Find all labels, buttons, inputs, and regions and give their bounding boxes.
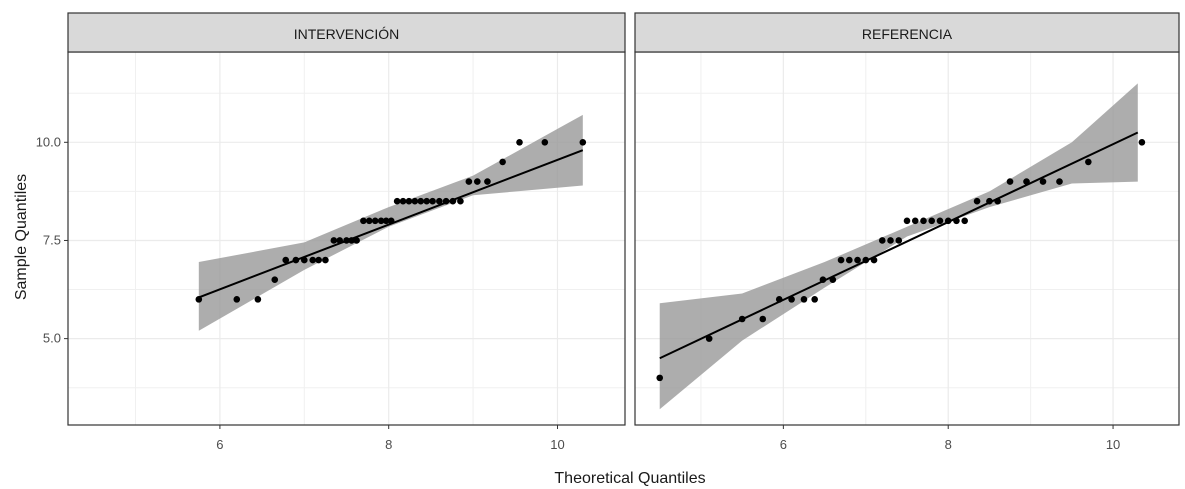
data-point xyxy=(465,178,473,185)
data-point xyxy=(423,197,430,205)
data-point xyxy=(343,237,350,244)
data-point xyxy=(579,139,587,146)
data-point xyxy=(986,197,993,205)
data-point xyxy=(811,296,818,303)
data-point xyxy=(911,217,919,225)
data-point xyxy=(315,256,322,264)
facet-strip xyxy=(634,12,1180,53)
data-point xyxy=(862,256,870,264)
data-point xyxy=(944,217,952,225)
panel-background xyxy=(635,52,1179,425)
x-tick-label: 10 xyxy=(550,437,564,452)
data-point xyxy=(541,139,549,146)
data-point xyxy=(309,256,317,264)
x-tick-label: 6 xyxy=(216,437,223,452)
data-point xyxy=(282,256,290,264)
data-point xyxy=(322,256,329,264)
data-point xyxy=(953,217,960,225)
y-tick-label: 10.0 xyxy=(36,134,61,149)
data-point xyxy=(819,276,827,284)
data-point xyxy=(961,217,968,225)
data-point xyxy=(1056,178,1063,185)
data-point xyxy=(195,296,203,303)
data-point xyxy=(382,217,390,225)
data-point xyxy=(360,217,367,225)
data-point xyxy=(499,158,506,166)
data-point xyxy=(233,296,241,303)
data-point xyxy=(887,237,894,244)
data-point xyxy=(800,296,808,303)
data-point xyxy=(846,256,853,264)
data-point xyxy=(903,217,911,225)
data-point xyxy=(516,139,523,146)
data-point xyxy=(271,276,279,284)
data-point xyxy=(449,197,457,205)
data-point xyxy=(973,197,981,205)
data-point xyxy=(854,256,861,264)
data-point xyxy=(292,256,300,264)
data-point xyxy=(1039,178,1047,185)
data-point xyxy=(377,217,385,225)
data-point xyxy=(878,237,886,244)
data-point xyxy=(399,197,407,205)
data-point xyxy=(457,197,464,205)
data-point xyxy=(994,197,1001,205)
x-tick-label: 10 xyxy=(1106,437,1120,452)
data-point xyxy=(1138,139,1146,146)
data-point xyxy=(837,256,845,264)
facet-strip xyxy=(67,12,626,53)
x-tick-label: 8 xyxy=(945,437,952,452)
data-point xyxy=(393,197,401,205)
y-tick-label: 5.0 xyxy=(43,331,61,346)
data-point xyxy=(353,237,360,244)
facet-strip-label: INTERVENCIÓN xyxy=(294,26,400,42)
data-point xyxy=(484,178,491,185)
x-tick-label: 8 xyxy=(385,437,392,452)
data-point xyxy=(405,197,413,205)
x-tick-label: 6 xyxy=(780,437,787,452)
data-point xyxy=(371,217,379,225)
data-point xyxy=(775,296,783,303)
data-point xyxy=(928,217,936,225)
data-point xyxy=(788,296,795,303)
data-point xyxy=(738,315,746,323)
data-point xyxy=(829,276,837,284)
data-point xyxy=(301,256,308,264)
x-axis-title: Theoretical Quantiles xyxy=(554,470,705,487)
data-point xyxy=(1023,178,1030,185)
data-point xyxy=(705,335,713,342)
data-point xyxy=(336,237,344,244)
data-point xyxy=(254,296,262,303)
data-point xyxy=(656,374,664,382)
data-point xyxy=(870,256,878,264)
y-axis-title: Sample Quantiles xyxy=(13,174,30,300)
data-point xyxy=(411,197,419,205)
data-point xyxy=(348,237,355,244)
data-point xyxy=(1085,158,1092,166)
data-point xyxy=(387,217,395,225)
data-point xyxy=(936,217,944,225)
y-tick-label: 7.5 xyxy=(43,232,61,247)
data-point xyxy=(365,217,373,225)
data-point xyxy=(759,315,767,323)
data-point xyxy=(436,197,443,205)
facet-strip-label: REFERENCIA xyxy=(862,26,953,42)
data-point xyxy=(1006,178,1014,185)
data-point xyxy=(442,197,450,205)
data-point xyxy=(895,237,903,244)
data-point xyxy=(417,197,425,205)
data-point xyxy=(920,217,927,225)
data-point xyxy=(474,178,481,185)
data-point xyxy=(330,237,338,244)
data-point xyxy=(429,197,436,205)
